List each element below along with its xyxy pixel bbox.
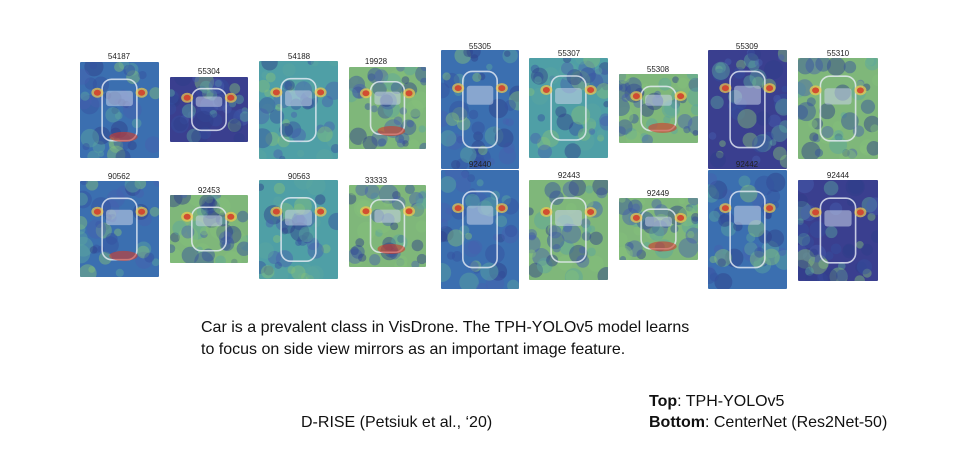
tile-label: 55304	[197, 67, 221, 76]
heatmap-image	[441, 170, 519, 289]
heatmap-image	[708, 50, 787, 169]
tile-label: 55310	[826, 49, 850, 58]
legend-bottom-value: : CenterNet (Res2Net-50)	[704, 414, 888, 431]
legend-bottom: Bottom: CenterNet (Res2Net-50)	[649, 412, 887, 433]
tile-label: 92440	[468, 160, 492, 169]
caption-line: Car is a prevalent class in VisDrone. Th…	[201, 319, 690, 336]
heatmap-image	[798, 58, 878, 159]
legend-top-key: Top	[649, 393, 678, 410]
tile-label: 90562	[107, 172, 131, 181]
row-legend: Top: TPH-YOLOv5 Bottom: CenterNet (Res2N…	[649, 391, 887, 433]
tile-label: 92444	[826, 171, 850, 180]
tile-label: 92449	[646, 189, 670, 198]
figure-caption: Car is a prevalent class in VisDrone. Th…	[201, 317, 689, 361]
legend-top: Top: TPH-YOLOv5	[649, 391, 887, 412]
tile-label: 55305	[468, 42, 492, 51]
tile-label: 55309	[735, 42, 759, 51]
method-credit: D-RISE (Petsiuk et al., ‘20)	[301, 414, 493, 431]
heatmap-image	[80, 62, 159, 158]
tile-label: 33333	[364, 176, 388, 185]
heatmap-image	[619, 198, 698, 260]
heatmap-image	[259, 61, 338, 159]
heatmap-image	[80, 181, 159, 277]
tile-label: 55308	[646, 65, 670, 74]
tile-label: 92453	[197, 186, 221, 195]
heatmap-image	[619, 74, 698, 143]
caption-line: to focus on side view mirrors as an impo…	[201, 341, 626, 358]
tile-label: 90563	[287, 172, 311, 181]
legend-top-value: : TPH-YOLOv5	[677, 393, 785, 410]
heatmap-image	[170, 77, 248, 142]
heatmap-image	[441, 50, 519, 169]
tile-label: 55307	[557, 49, 581, 58]
tile-label: 54187	[107, 52, 131, 61]
heatmap-image	[349, 67, 426, 149]
heatmap-image	[798, 180, 878, 281]
tile-label: 54188	[287, 52, 311, 61]
heatmap-image	[170, 195, 248, 263]
heatmap-image	[259, 180, 338, 279]
heatmap-image	[349, 185, 426, 267]
heatmap-image	[529, 180, 608, 280]
legend-bottom-key: Bottom	[649, 414, 705, 431]
heatmap-image	[529, 58, 608, 158]
tile-label: 92443	[557, 171, 581, 180]
tile-label: 92442	[735, 160, 759, 169]
heatmap-image	[708, 170, 787, 289]
tile-label: 19928	[364, 57, 388, 66]
